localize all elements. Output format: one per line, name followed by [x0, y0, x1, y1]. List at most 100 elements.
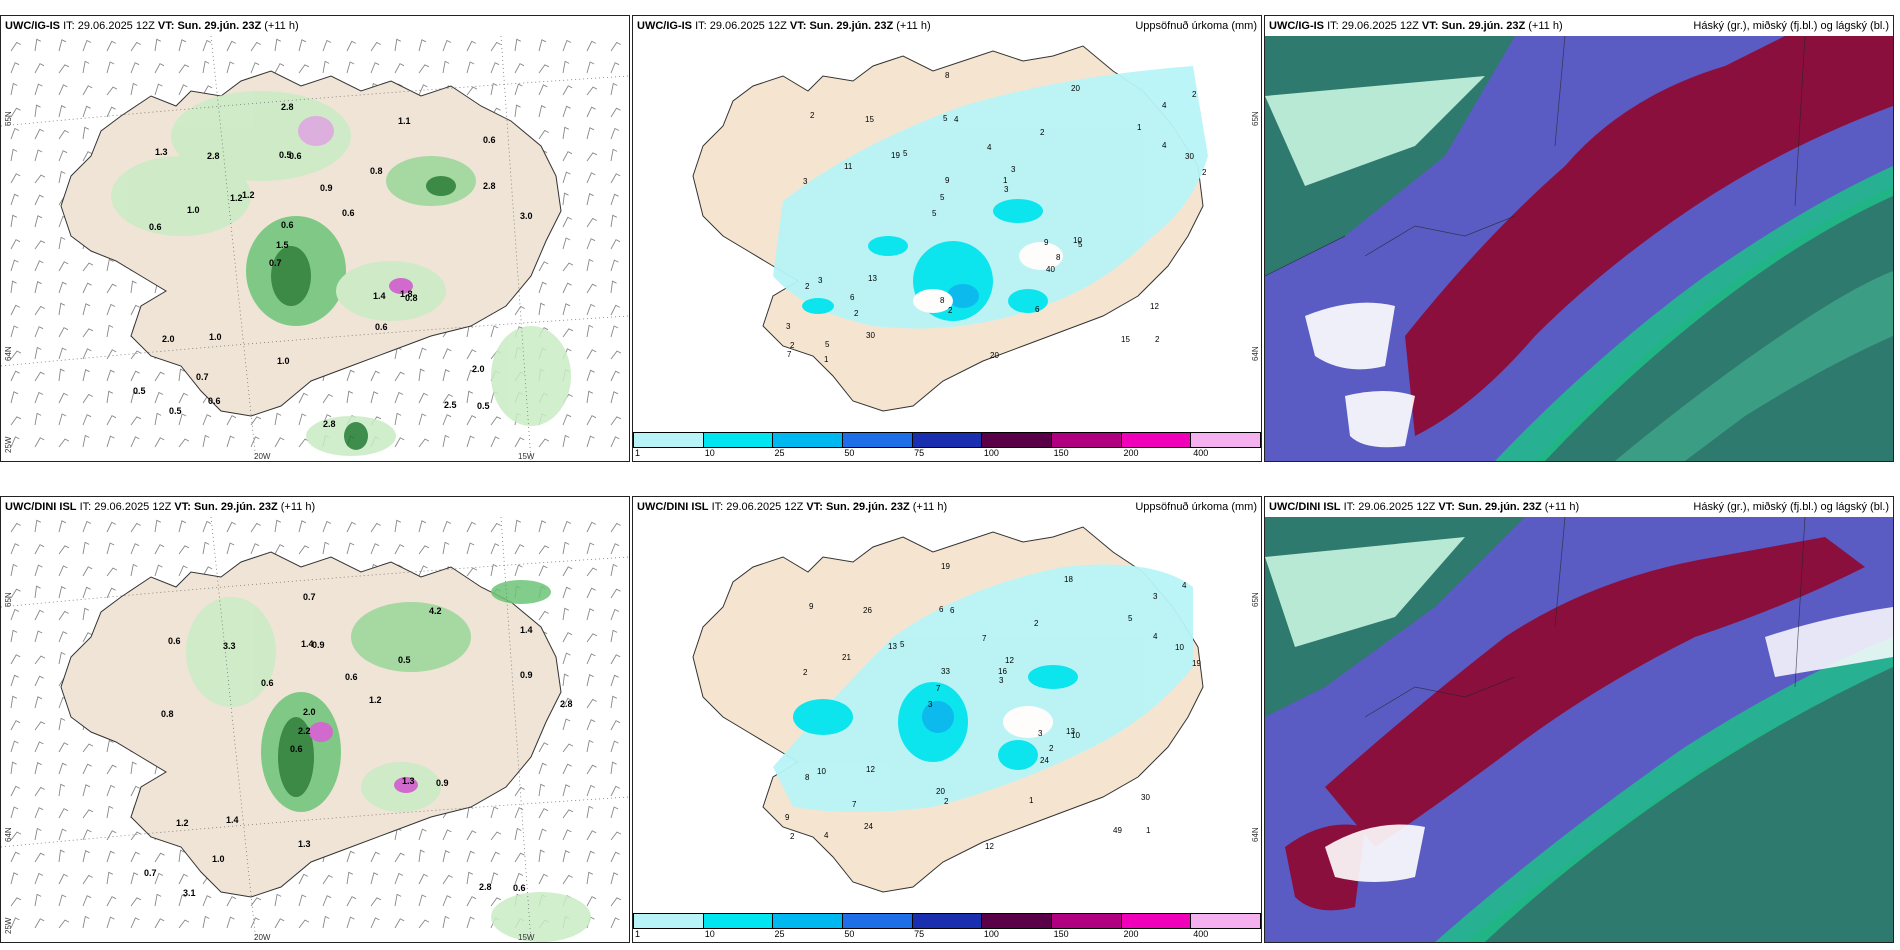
precip-value: 0.6: [281, 220, 294, 230]
model-name: UWC/DINI ISL: [637, 501, 709, 513]
wind-barb: [514, 38, 522, 52]
wind-barb: [250, 62, 260, 74]
wind-barb: [82, 607, 90, 621]
precip-value: 1.3: [402, 776, 415, 786]
precip-value: 2: [948, 306, 953, 315]
wind-barb: [10, 897, 22, 907]
wind-barb: [274, 437, 285, 448]
precip-value: 15: [1121, 335, 1130, 344]
wind-barb: [490, 325, 499, 338]
wind-barb: [322, 541, 330, 555]
wind-barb: [562, 434, 570, 448]
precip-value: 1.4: [226, 815, 239, 825]
wind-barb: [346, 369, 355, 382]
wind-barb: [34, 852, 45, 863]
wind-barb: [346, 390, 354, 404]
wind-barb: [34, 696, 43, 709]
wind-barb: [538, 64, 550, 74]
precip-value: 0.6: [483, 135, 496, 145]
panel-header: UWC/DINI ISL IT: 29.06.2025 12Z VT: Sun.…: [633, 497, 1261, 517]
wind-barb: [490, 416, 502, 426]
precip-value: 5: [932, 209, 937, 218]
precip-value: 2.0: [472, 364, 485, 374]
wind-barb: [58, 631, 68, 643]
precip-value: 1.2: [230, 193, 243, 203]
wind-barb: [10, 214, 18, 228]
wind-barb: [34, 827, 42, 841]
wind-barb: [538, 39, 547, 52]
precip-value: 0.7: [196, 372, 209, 382]
wind-barb: [562, 282, 572, 294]
wind-barb: [130, 543, 140, 555]
wind-barb: [58, 302, 66, 316]
precip-value: 4.2: [429, 606, 442, 616]
panel-header: UWC/IG-IS IT: 29.06.2025 12Z VT: Sun. 29…: [1265, 16, 1893, 36]
wind-barb: [82, 85, 93, 96]
panel-header: UWC/IG-IS IT: 29.06.2025 12Z VT: Sun. 29…: [633, 16, 1261, 36]
wind-barb: [586, 324, 594, 338]
wind-barb: [10, 588, 21, 599]
panel-title: Háský (gr.), miðský (fj.bl.) og lágský (…: [1693, 501, 1889, 513]
wind-barb: [466, 521, 477, 533]
precip-value: 0.6: [261, 678, 274, 688]
precip-value: 2.8: [207, 151, 220, 161]
wind-barb: [562, 607, 570, 621]
wind-barb: [586, 61, 595, 74]
wind-barb: [442, 39, 452, 52]
wind-barb: [58, 64, 70, 74]
wind-barb: [34, 391, 44, 404]
wind-barb: [58, 873, 69, 885]
colorbar-cell: [1121, 914, 1192, 928]
wind-barb: [82, 915, 90, 929]
wind-barb: [394, 391, 404, 404]
colorbar-cell: [1052, 914, 1122, 928]
precip-shading: [773, 66, 1208, 329]
wind-barb: [394, 544, 405, 555]
wind-barb: [154, 519, 162, 533]
precip-value: 4: [1162, 141, 1167, 150]
wind-barb: [34, 564, 43, 577]
wind-barb: [106, 830, 117, 841]
wind-barb: [250, 436, 260, 448]
precip-value: 1: [1137, 123, 1142, 132]
lat-label-65: 65N: [1251, 592, 1260, 607]
wind-barb: [370, 543, 380, 555]
wind-barb: [610, 350, 622, 360]
lat-label-65: 65N: [4, 592, 13, 607]
wind-barb: [466, 542, 475, 555]
wind-barb: [82, 39, 92, 52]
wind-barb: [178, 413, 187, 426]
precip-value: 7: [982, 634, 987, 643]
lat-label-65: 65N: [4, 111, 13, 126]
wind-barb: [106, 415, 117, 426]
precip-value: 3: [1153, 592, 1158, 601]
wind-barb: [58, 828, 67, 841]
precip-value: 0.5: [398, 655, 411, 665]
precip-value: 18: [1064, 575, 1073, 584]
wind-barb: [10, 761, 17, 775]
wind-barb: [202, 39, 212, 52]
precip-value: 19: [941, 562, 950, 571]
precip-value: 8: [1056, 253, 1061, 262]
precip-value: 0.6: [149, 222, 162, 232]
precip-value: 3: [818, 276, 823, 285]
wind-barb: [178, 919, 190, 929]
wind-barb: [82, 743, 94, 753]
wind-barb: [298, 894, 307, 907]
wind-barb: [418, 347, 427, 360]
precip-value: 1.4: [373, 291, 386, 301]
wind-barb: [106, 106, 116, 118]
wind-barb: [10, 127, 20, 140]
wind-barb: [490, 897, 502, 907]
wind-barb: [82, 282, 92, 294]
colorbar-label: 50: [844, 929, 855, 939]
wind-barb: [490, 831, 502, 841]
wind-barb: [130, 831, 142, 841]
precip-value: 0.6: [289, 151, 302, 161]
precip-value: 3.3: [223, 641, 236, 651]
wind-barb: [34, 83, 43, 96]
precip-value: 3: [1011, 165, 1016, 174]
it-value: 29.06.2025 12Z: [1341, 20, 1419, 32]
iceland-precip-map: 2345255435324352829458915201315121020191…: [692, 45, 1208, 412]
precip-value: 0.7: [303, 592, 316, 602]
